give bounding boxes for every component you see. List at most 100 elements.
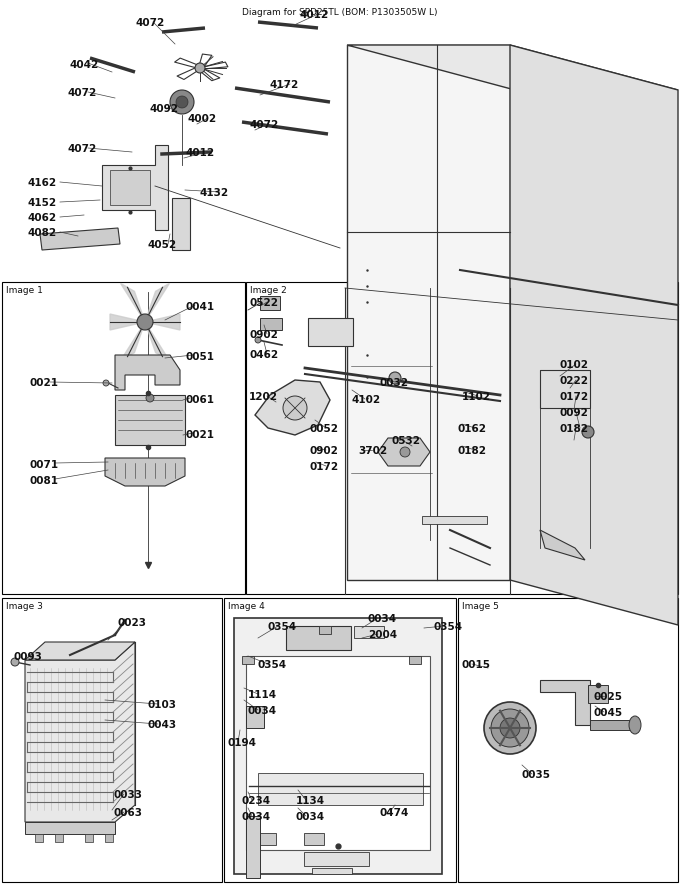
Text: 0354: 0354 [434, 622, 463, 632]
Text: 4102: 4102 [352, 395, 381, 405]
Text: 0234: 0234 [242, 796, 271, 806]
Text: 0103: 0103 [148, 700, 177, 710]
Text: 0354: 0354 [268, 622, 297, 632]
Bar [172, 198, 190, 250]
Bar [246, 656, 430, 850]
Text: 0522: 0522 [249, 298, 278, 308]
Bar [246, 816, 260, 878]
Text: 4072: 4072 [68, 144, 97, 154]
Bar [590, 720, 630, 730]
Polygon shape [120, 322, 145, 361]
Text: 0102: 0102 [560, 360, 589, 370]
Ellipse shape [484, 702, 536, 754]
Text: 0182: 0182 [458, 446, 487, 456]
Polygon shape [378, 438, 430, 466]
Text: 0532: 0532 [392, 436, 421, 446]
Bar [256, 833, 276, 845]
Bar [304, 833, 324, 845]
Text: 0063: 0063 [114, 808, 143, 818]
Text: 0182: 0182 [560, 424, 589, 434]
Text: 0462: 0462 [249, 350, 278, 360]
Text: 0051: 0051 [185, 352, 214, 362]
Text: Image 2: Image 2 [250, 286, 287, 295]
Polygon shape [115, 355, 180, 390]
Circle shape [283, 396, 307, 420]
Text: 0474: 0474 [380, 808, 409, 818]
Text: 0902: 0902 [310, 446, 339, 456]
Bar [258, 773, 423, 805]
Text: 0071: 0071 [30, 460, 59, 470]
Text: 4072: 4072 [250, 120, 279, 130]
Text: 0034: 0034 [242, 812, 271, 822]
Text: 0222: 0222 [560, 376, 589, 386]
Text: 0021: 0021 [185, 430, 214, 440]
Circle shape [137, 314, 153, 330]
Bar [246, 706, 264, 728]
Ellipse shape [491, 709, 529, 747]
Bar [260, 296, 280, 310]
Text: 4012: 4012 [186, 148, 215, 158]
Text: Image 1: Image 1 [6, 286, 43, 295]
Text: 4002: 4002 [188, 114, 217, 124]
Text: 0194: 0194 [228, 738, 257, 748]
Polygon shape [510, 45, 678, 625]
Polygon shape [25, 642, 135, 660]
Text: 3702: 3702 [358, 446, 387, 456]
Text: 4172: 4172 [270, 80, 299, 90]
Bar [308, 318, 353, 346]
Polygon shape [145, 284, 169, 322]
Bar [2, 282, 245, 594]
Text: 0033: 0033 [114, 790, 143, 800]
Text: 4082: 4082 [28, 228, 57, 238]
Bar [540, 370, 590, 408]
Text: 0034: 0034 [248, 706, 277, 716]
Bar [25, 822, 115, 834]
Text: 0172: 0172 [560, 392, 589, 402]
Bar [85, 834, 93, 842]
Ellipse shape [629, 716, 641, 734]
Bar [458, 598, 678, 882]
Text: 0043: 0043 [148, 720, 177, 730]
Text: 4042: 4042 [70, 60, 99, 70]
Text: 0061: 0061 [185, 395, 214, 405]
Bar [110, 170, 150, 205]
Circle shape [146, 394, 154, 402]
Bar [105, 834, 113, 842]
Bar [347, 45, 510, 580]
Text: 4152: 4152 [28, 198, 57, 208]
Text: 4052: 4052 [148, 240, 177, 250]
Text: 0015: 0015 [462, 660, 491, 670]
Text: 4132: 4132 [200, 188, 229, 198]
Bar [319, 626, 331, 634]
Text: 0021: 0021 [30, 378, 59, 388]
Text: 4062: 4062 [28, 213, 57, 223]
Text: 4072: 4072 [136, 18, 165, 28]
Text: 0045: 0045 [594, 708, 623, 718]
Circle shape [195, 63, 205, 73]
Text: 1202: 1202 [249, 392, 278, 402]
Bar [422, 516, 487, 524]
Bar [588, 685, 608, 703]
Text: 0081: 0081 [30, 476, 59, 486]
Circle shape [11, 658, 19, 666]
Text: 1114: 1114 [248, 690, 277, 700]
Text: 1102: 1102 [462, 392, 491, 402]
Text: 4012: 4012 [299, 10, 328, 20]
Text: 4092: 4092 [150, 104, 179, 114]
Polygon shape [105, 458, 185, 486]
Bar [409, 656, 421, 664]
Text: 4072: 4072 [68, 88, 97, 98]
Text: 4162: 4162 [28, 178, 57, 188]
Text: 0354: 0354 [258, 660, 287, 670]
Text: 0035: 0035 [522, 770, 551, 780]
Bar [55, 834, 63, 842]
Bar [242, 656, 254, 664]
Text: 0034: 0034 [296, 812, 325, 822]
Bar [234, 618, 442, 874]
Bar [260, 318, 282, 330]
Bar [115, 395, 185, 445]
Polygon shape [145, 322, 169, 361]
Text: Image 3: Image 3 [6, 602, 43, 611]
Polygon shape [40, 228, 120, 250]
Text: 0092: 0092 [560, 408, 589, 418]
